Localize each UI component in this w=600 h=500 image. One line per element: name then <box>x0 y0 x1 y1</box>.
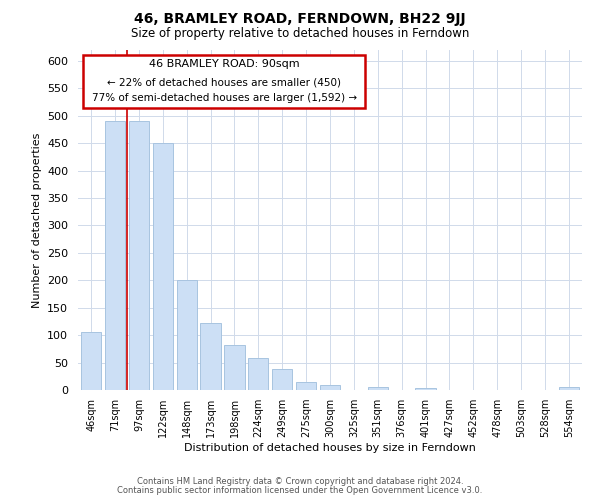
Bar <box>152 143 173 390</box>
Text: 77% of semi-detached houses are larger (1,592) →: 77% of semi-detached houses are larger (… <box>92 93 357 103</box>
Text: 46, BRAMLEY ROAD, FERNDOWN, BH22 9JJ: 46, BRAMLEY ROAD, FERNDOWN, BH22 9JJ <box>134 12 466 26</box>
Bar <box>200 323 221 390</box>
X-axis label: Distribution of detached houses by size in Ferndown: Distribution of detached houses by size … <box>184 442 476 452</box>
Bar <box>272 369 292 390</box>
Text: Contains HM Land Registry data © Crown copyright and database right 2024.: Contains HM Land Registry data © Crown c… <box>137 477 463 486</box>
Bar <box>368 388 388 390</box>
Bar <box>176 280 197 390</box>
Bar <box>320 384 340 390</box>
Text: 46 BRAMLEY ROAD: 90sqm: 46 BRAMLEY ROAD: 90sqm <box>149 59 299 69</box>
Bar <box>296 382 316 390</box>
Text: ← 22% of detached houses are smaller (450): ← 22% of detached houses are smaller (45… <box>107 77 341 87</box>
Bar <box>224 345 245 390</box>
FancyBboxPatch shape <box>83 55 365 108</box>
Bar <box>129 122 149 390</box>
Bar <box>81 332 101 390</box>
Bar <box>559 388 579 390</box>
Text: Contains public sector information licensed under the Open Government Licence v3: Contains public sector information licen… <box>118 486 482 495</box>
Text: Size of property relative to detached houses in Ferndown: Size of property relative to detached ho… <box>131 28 469 40</box>
Bar <box>248 358 268 390</box>
Y-axis label: Number of detached properties: Number of detached properties <box>32 132 41 308</box>
Bar <box>105 122 125 390</box>
Bar <box>415 388 436 390</box>
